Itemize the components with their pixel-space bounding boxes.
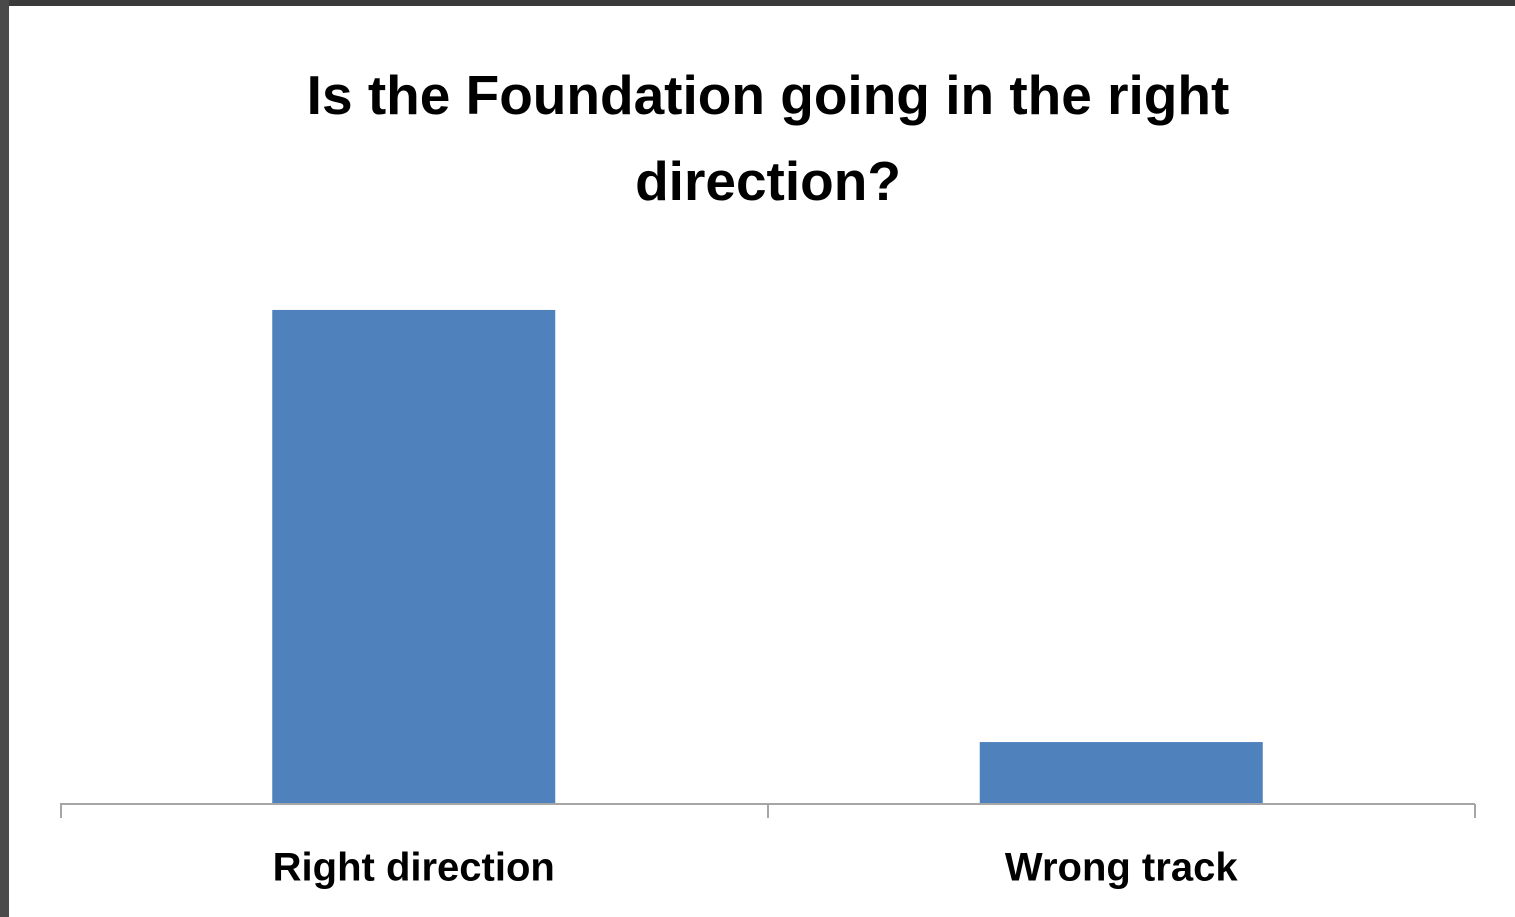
bar	[979, 742, 1263, 803]
x-tick-label: Right direction	[273, 846, 555, 890]
bar	[272, 309, 556, 803]
x-tick-label: Wrong track	[1005, 846, 1238, 890]
chart-title: Is the Foundation going in the right dir…	[306, 64, 1230, 212]
frame-top	[0, 0, 1515, 6]
frame-left	[0, 0, 9, 917]
